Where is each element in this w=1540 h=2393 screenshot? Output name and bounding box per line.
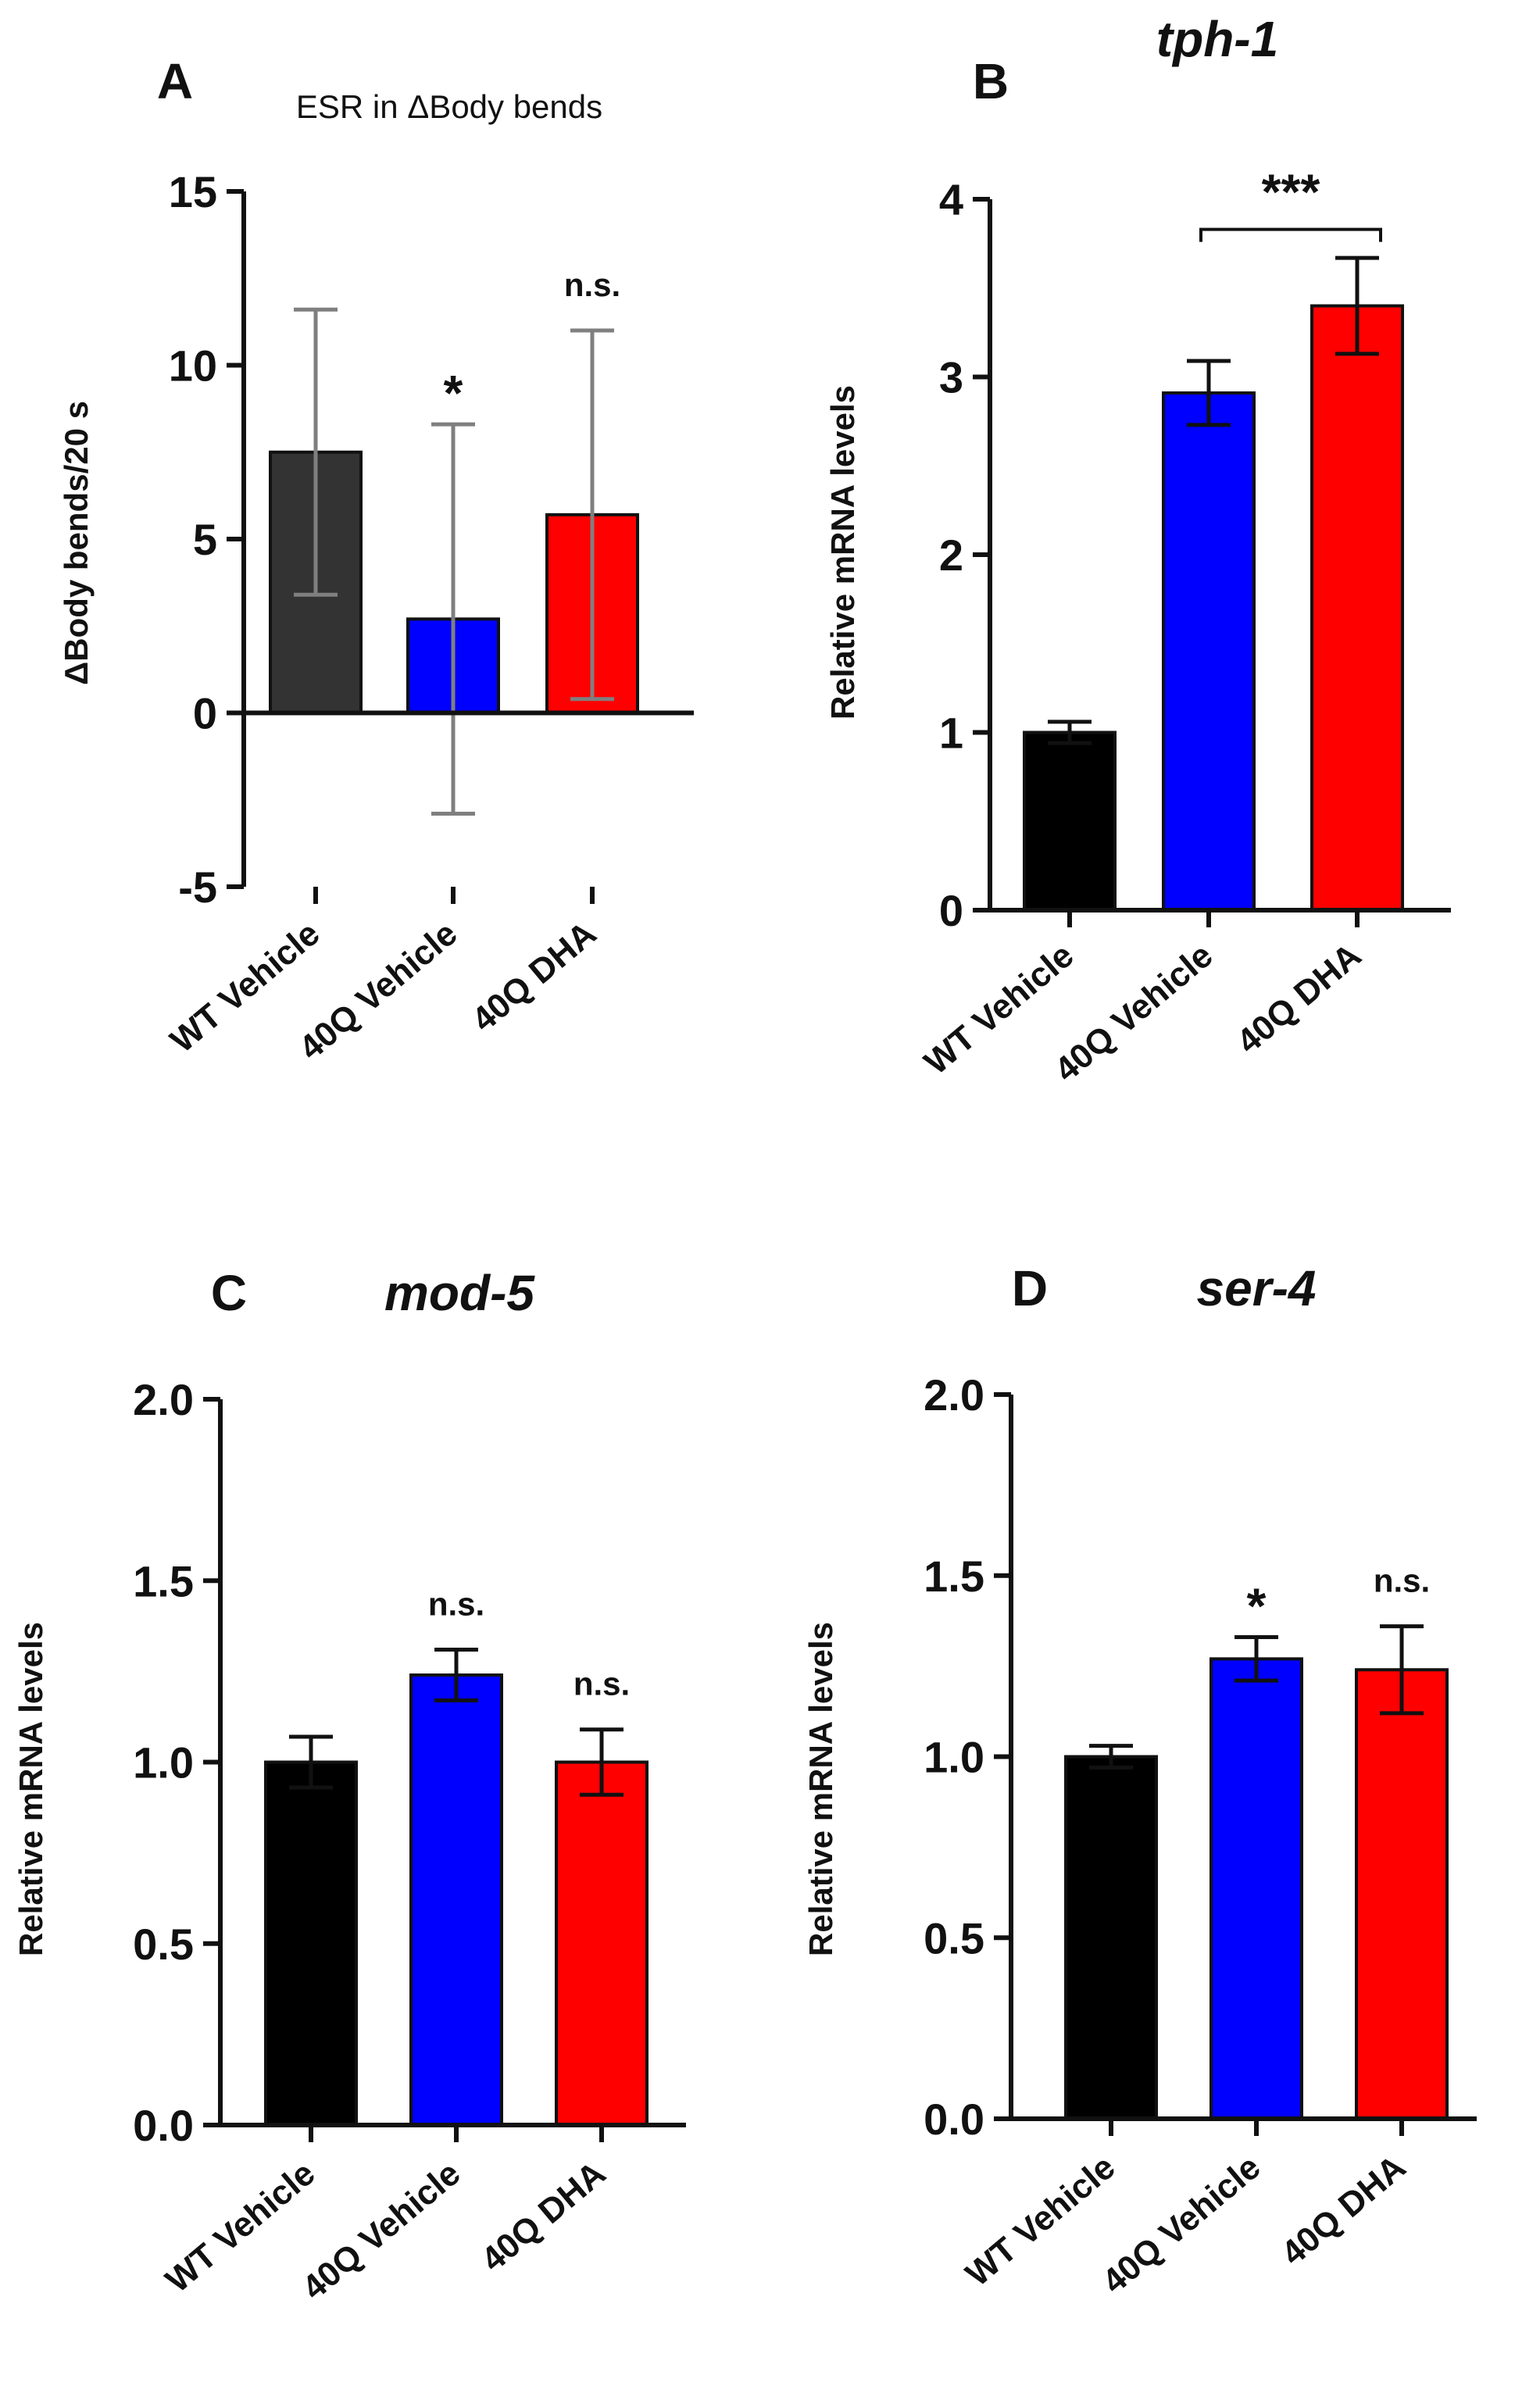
panel-c-y-tick-labels: 0.0 0.5 1.0 1.5 2.0	[133, 1375, 194, 2150]
y-tick-label: 10	[169, 341, 217, 391]
panel-d-significance-labels: * n.s.	[1247, 1563, 1431, 1634]
y-tick-label: 2	[939, 530, 963, 580]
significance-bracket	[1199, 227, 1382, 242]
error-bar	[1380, 1624, 1424, 1716]
significance-label: n.s.	[573, 1666, 630, 1702]
error-bar	[289, 1734, 333, 1790]
panel-d-plot-area	[994, 1392, 1477, 2136]
y-tick-label: 0	[939, 886, 963, 935]
error-bar	[580, 1727, 624, 1797]
x-tick-label: 40Q DHA	[1230, 936, 1369, 1061]
panel-b-y-axis-label: Relative mRNA levels	[824, 385, 861, 720]
y-tick-label: 0.5	[924, 1913, 984, 1963]
error-bar	[1187, 359, 1231, 427]
y-tick-label: 0	[193, 689, 217, 738]
panel-a-significance-labels: * n.s.	[444, 266, 621, 421]
x-tick-label: 40Q DHA	[1274, 2148, 1413, 2273]
panel-c-plot-area	[203, 1397, 686, 2142]
panel-letter-d: D	[1012, 1260, 1048, 1316]
error-bar	[1335, 255, 1379, 356]
panel-d-title: ser-4	[1197, 1260, 1317, 1316]
bar-40q-dha	[1355, 1668, 1449, 2120]
significance-label: *	[444, 365, 463, 421]
y-tick-label: 0.5	[133, 1920, 194, 1969]
panel-c-y-axis-label: Relative mRNA levels	[13, 1622, 49, 1956]
y-tick-label: -5	[178, 863, 217, 912]
significance-label: *	[1247, 1578, 1267, 1634]
error-bar	[1048, 720, 1092, 745]
error-bar	[431, 422, 475, 816]
panel-d-y-tick-labels: 0.0 0.5 1.0 1.5 2.0	[924, 1370, 984, 2144]
significance-label: n.s.	[428, 1586, 484, 1623]
panel-letter-b: B	[973, 53, 1009, 109]
panel-a-y-axis-label: ΔBody bends/20 s	[58, 401, 95, 685]
panel-d-y-axis-label: Relative mRNA levels	[802, 1622, 839, 1956]
y-tick-label: 15	[169, 167, 217, 216]
y-tick-label: 1	[939, 709, 963, 758]
y-tick-label: 1.0	[924, 1733, 984, 1782]
bar-40q-vehicle	[1162, 391, 1256, 913]
significance-label: n.s.	[564, 266, 620, 303]
x-tick-label: 40Q DHA	[465, 914, 604, 1039]
panel-letter-c: C	[211, 1265, 247, 1321]
panel-c-title: mod-5	[384, 1265, 535, 1321]
y-tick-label: 1.0	[133, 1738, 194, 1788]
y-tick-label: 2.0	[133, 1375, 194, 1424]
y-tick-label: 5	[193, 515, 217, 564]
bracket-line	[1199, 227, 1382, 242]
bar-wt-vehicle	[1064, 1755, 1158, 2120]
panel-a-x-tick-labels: WT Vehicle 40Q Vehicle 40Q DHA	[163, 914, 603, 1067]
y-tick-label: 0.0	[133, 2101, 194, 2150]
y-tick-label: 1.5	[924, 1552, 984, 1601]
y-tick-label: 0.0	[924, 2095, 984, 2144]
error-bar	[434, 1648, 478, 1703]
bar-wt-vehicle	[1023, 730, 1117, 912]
x-tick-label: 40Q DHA	[474, 2154, 613, 2279]
x-tick-label: 40Q Vehicle	[1095, 2148, 1268, 2301]
panel-b-y-tick-labels: 0 1 2 3 4	[939, 175, 963, 935]
panel-a-plot-area	[227, 189, 694, 904]
y-tick-label: 1.5	[133, 1556, 194, 1605]
error-bar	[570, 328, 614, 702]
error-bar	[1235, 1635, 1278, 1683]
panel-b: B tph-1 Relative mRNA levels 0 1 2 3 4 W…	[824, 11, 1451, 1089]
panel-a-y-tick-labels: -5 0 5 10 15	[169, 167, 217, 912]
panel-c: C mod-5 Relative mRNA levels 0.0 0.5 1.0…	[13, 1265, 686, 2307]
panel-c-x-tick-labels: WT Vehicle 40Q Vehicle 40Q DHA	[159, 2154, 613, 2307]
panel-b-plot-area	[973, 197, 1451, 927]
y-tick-label: 3	[939, 353, 963, 402]
panel-b-title: tph-1	[1156, 11, 1278, 67]
panel-b-bracket-label: ***	[1262, 164, 1320, 220]
bar-40q-dha	[555, 1760, 649, 2127]
bar-40q-vehicle	[1209, 1657, 1303, 2120]
y-tick-label: 2.0	[924, 1370, 984, 1420]
error-bar	[294, 307, 338, 597]
bar-40q-vehicle	[409, 1673, 503, 2127]
panel-letter-a: A	[157, 53, 193, 109]
bar-wt-vehicle	[264, 1760, 358, 2127]
panel-a: A ESR in ΔBody bends ΔBody bends/20 s -5…	[58, 53, 694, 1067]
panel-d: D ser-4 Relative mRNA levels 0.0 0.5 1.0…	[802, 1260, 1477, 2301]
panel-c-significance-labels: n.s. n.s.	[428, 1586, 630, 1702]
significance-label: n.s.	[1374, 1563, 1430, 1599]
panel-d-x-tick-labels: WT Vehicle 40Q Vehicle 40Q DHA	[959, 2148, 1413, 2301]
x-tick-label: 40Q Vehicle	[295, 2154, 468, 2307]
error-bar	[1089, 1744, 1133, 1770]
bar-40q-dha	[1310, 304, 1404, 912]
y-tick-label: 4	[939, 175, 963, 224]
panel-a-subtitle: ESR in ΔBody bends	[296, 88, 602, 125]
panel-b-x-tick-labels: WT Vehicle 40Q Vehicle 40Q DHA	[917, 936, 1368, 1089]
